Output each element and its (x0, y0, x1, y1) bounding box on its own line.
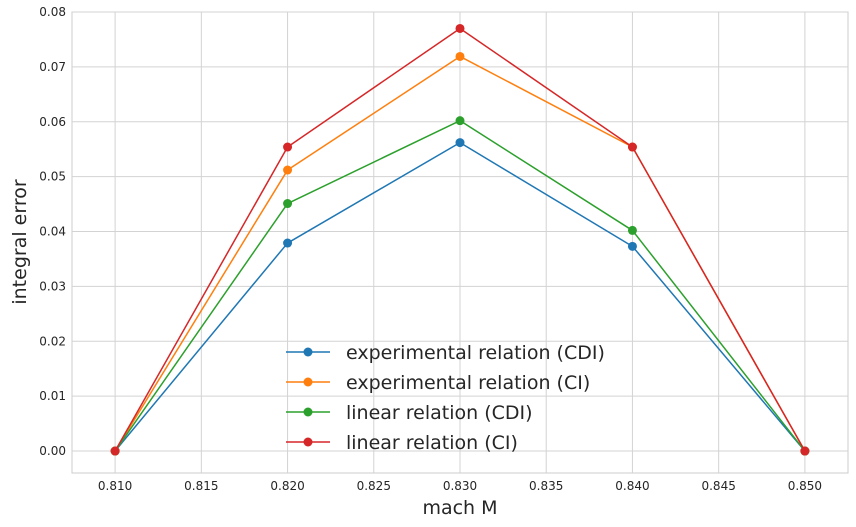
legend-marker (303, 407, 313, 417)
legend-label: linear relation (CDI) (346, 402, 533, 424)
legend-entry: linear relation (CI) (286, 432, 518, 454)
x-tick-label: 0.830 (443, 479, 477, 493)
data-point (110, 446, 120, 456)
legend-entry: experimental relation (CI) (286, 372, 590, 394)
legend-marker (303, 347, 313, 357)
x-tick-label: 0.845 (701, 479, 735, 493)
series-4 (110, 23, 810, 456)
y-tick-label: 0.00 (39, 444, 66, 458)
x-tick-label: 0.850 (788, 479, 822, 493)
legend: experimental relation (CDI) experimental … (286, 342, 605, 454)
y-tick-label: 0.07 (39, 60, 66, 74)
data-point (455, 138, 465, 148)
data-point (627, 142, 637, 152)
y-tick-label: 0.05 (39, 170, 66, 184)
data-point (627, 225, 637, 235)
data-point (455, 23, 465, 33)
y-tick-label: 0.02 (39, 334, 66, 348)
data-point (455, 116, 465, 126)
legend-label: linear relation (CI) (346, 432, 518, 454)
y-tick-label: 0.04 (39, 225, 66, 239)
legend-marker (303, 437, 313, 447)
data-point (283, 142, 293, 152)
series-group (110, 23, 810, 456)
x-tick-label: 0.835 (529, 479, 563, 493)
y-axis-label: integral error (9, 179, 31, 304)
x-axis-ticks: 0.810 0.815 0.820 0.825 0.830 0.835 0.840 0.845… (98, 479, 822, 493)
y-tick-label: 0.06 (39, 115, 66, 129)
x-axis-label: mach M (422, 497, 497, 519)
x-tick-label: 0.820 (270, 479, 304, 493)
data-point (283, 238, 293, 248)
data-point (455, 51, 465, 61)
legend-entry: experimental relation (CDI) (286, 342, 605, 364)
x-tick-label: 0.825 (357, 479, 391, 493)
x-tick-label: 0.815 (184, 479, 218, 493)
x-tick-label: 0.840 (615, 479, 649, 493)
data-point (800, 446, 810, 456)
legend-entry: linear relation (CDI) (286, 402, 533, 424)
legend-marker (303, 377, 313, 387)
x-tick-label: 0.810 (98, 479, 132, 493)
grid (72, 11, 848, 473)
legend-label: experimental relation (CDI) (346, 342, 605, 364)
data-point (283, 199, 293, 209)
y-tick-label: 0.08 (39, 5, 66, 19)
y-tick-label: 0.03 (39, 279, 66, 293)
legend-label: experimental relation (CI) (346, 372, 590, 394)
y-tick-label: 0.01 (39, 389, 66, 403)
data-point (283, 165, 293, 175)
y-axis-ticks: 0.00 0.01 0.02 0.03 0.04 0.05 0.06 0.07 0.08 (39, 5, 66, 458)
data-point (627, 241, 637, 251)
